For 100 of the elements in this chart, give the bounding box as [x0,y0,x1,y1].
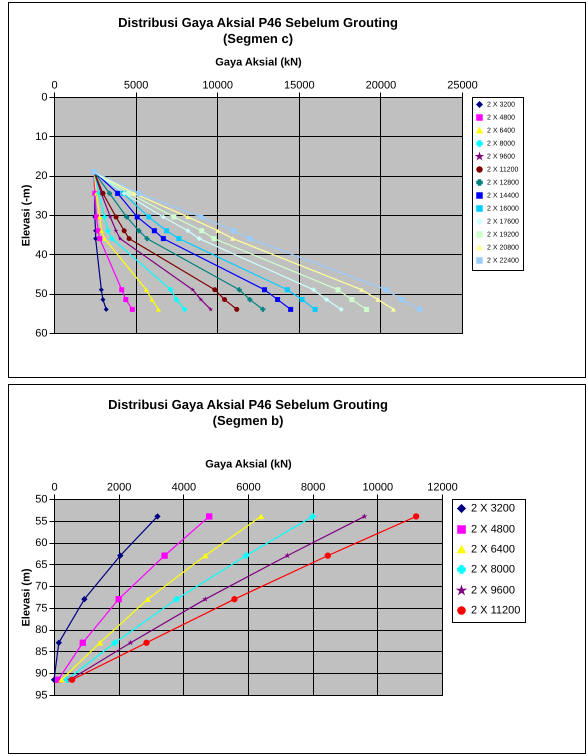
point [104,306,109,312]
point [118,236,122,241]
point [100,297,106,302]
x-tick-label: 12000 [427,482,458,494]
y-tick-label: 30 [35,210,48,222]
point [56,640,62,646]
point [349,297,354,302]
point [115,190,120,196]
point [149,297,154,302]
point [146,214,152,220]
point [105,228,110,234]
point [173,596,180,602]
legend-label: 2 X 4800 [471,524,516,536]
point [124,214,130,220]
point [384,287,389,292]
point [338,306,344,312]
y-tick-label: 70 [35,580,48,593]
y-tick-label: 75 [35,602,48,614]
point [324,552,332,559]
point [236,287,242,292]
point [96,640,104,646]
point [102,236,108,241]
point [206,513,212,520]
x-tick-label: 20000 [366,80,396,92]
point [247,236,252,242]
y-tick-label: 50 [35,288,48,300]
y-tick-label: 85 [35,646,48,658]
point [222,297,228,302]
y-tick-label: 20 [35,170,48,182]
y-axis-title: Elevasi (-m) [20,184,32,246]
point [144,596,151,602]
legend-label: 2 X 6400 [471,544,516,556]
point [98,287,104,292]
x-axis-title: Gaya Aksial (kN) [215,56,302,68]
point [116,596,122,602]
point [109,236,114,242]
y-tick-label: 50 [35,494,48,506]
x-tick-label: 15000 [284,80,315,92]
point [160,236,166,242]
x-axis-title: Gaya Aksial (kN) [205,458,292,470]
point [114,214,119,220]
point [143,640,150,646]
point [96,228,101,234]
point [108,214,113,219]
legend-label: 2 X 11200 [471,604,520,616]
point [375,297,380,302]
point [176,236,182,242]
point [312,306,318,312]
point [128,640,134,646]
point [231,596,238,602]
point [144,236,150,242]
legend-label: 2 X 8000 [471,564,516,576]
point [390,307,396,312]
point [230,236,236,241]
point [185,214,190,220]
legend-label: 2 X 9600 [471,584,516,596]
point [284,552,290,558]
x-tick-label: 0 [51,482,58,494]
point [156,307,161,312]
point [284,287,290,292]
point [164,228,170,234]
point [212,287,218,292]
point [324,297,330,302]
point [335,287,340,292]
x-tick-label: 10000 [362,482,394,494]
point [97,236,102,242]
y-tick-label: 80 [35,624,48,636]
x-tick-label: 25000 [447,80,478,92]
point [114,228,118,233]
x-tick-label: 10000 [202,80,233,92]
point [310,287,316,292]
point [131,191,136,196]
y-tick-label: 60 [35,328,48,340]
point [417,306,422,312]
point [119,287,124,292]
point [80,640,86,646]
point [117,552,124,559]
point [208,306,214,312]
point [106,190,112,196]
chart-title: Distribusi Gaya Aksial P46 Sebelum Grouting [118,15,398,30]
point [211,236,216,242]
point [300,297,305,302]
point [160,214,166,220]
chart-subtitle: (Segmen b) [212,413,284,428]
y-tick-label: 65 [35,558,48,571]
point [202,596,208,602]
x-tick-label: 2000 [106,482,132,494]
chart-title: Distribusi Gaya Aksial P46 Sebelum Grouting [108,397,388,412]
point [136,190,142,196]
point [198,214,204,220]
point [152,228,157,234]
y-tick-label: 60 [35,537,48,550]
point [112,640,118,646]
point [412,513,420,520]
point [359,288,364,292]
point [216,228,221,233]
point [262,287,268,292]
legend-label: 2 X 3200 [471,502,516,514]
point [161,552,168,559]
point [288,306,294,312]
